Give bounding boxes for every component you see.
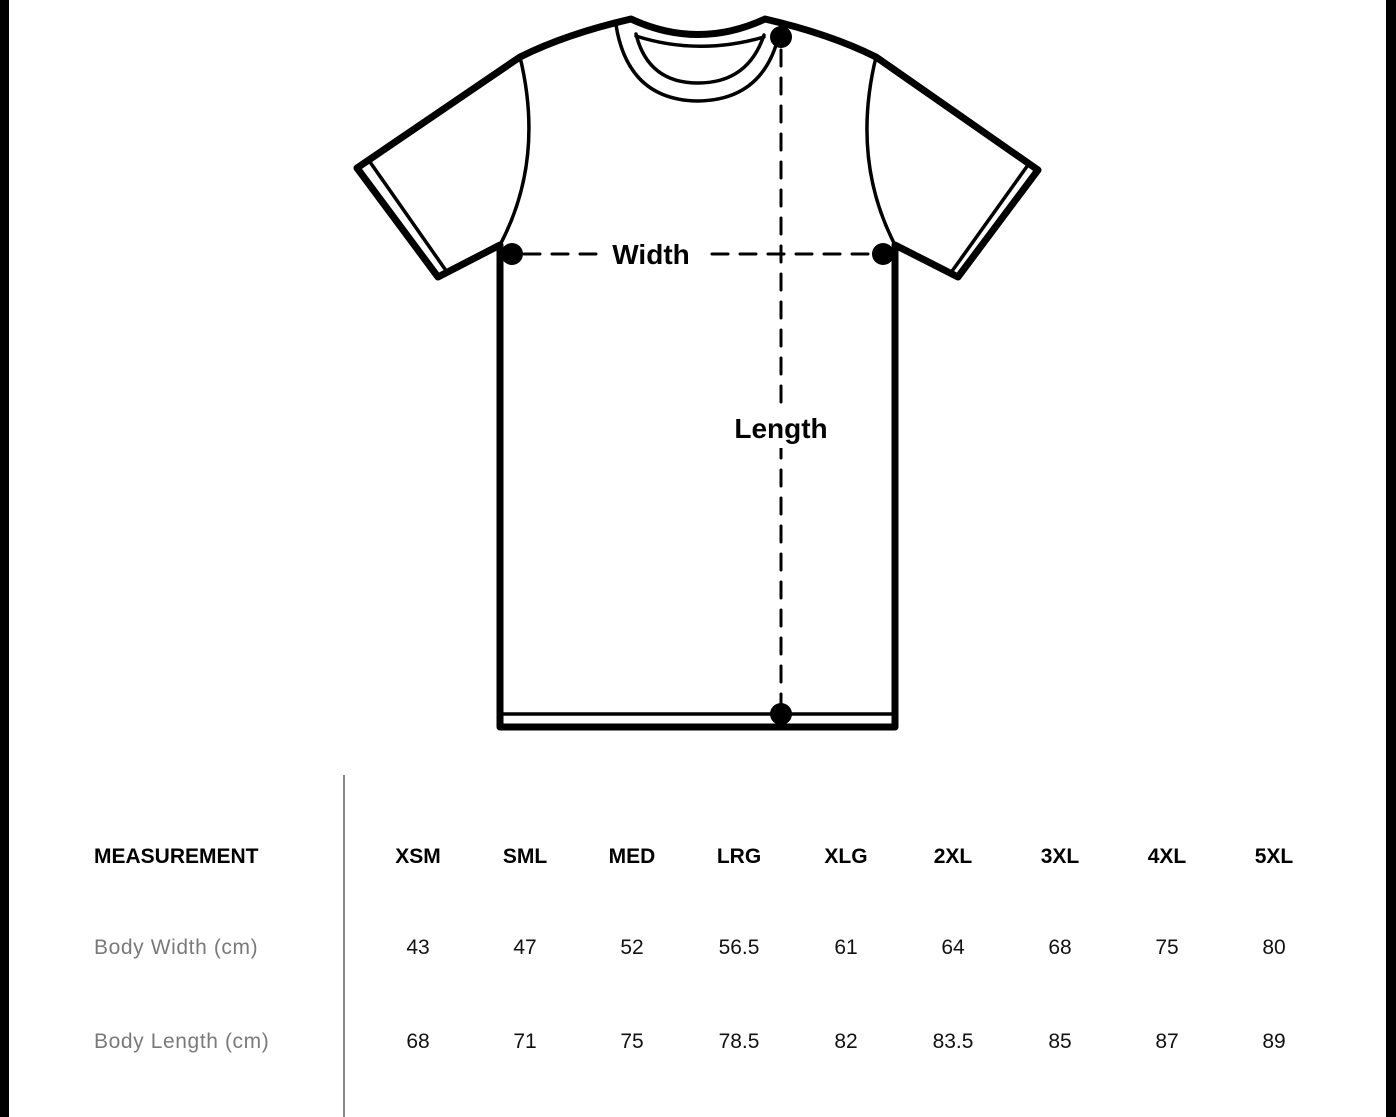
- table-cell: 71: [513, 1030, 537, 1053]
- right-border: [1386, 0, 1396, 1117]
- right-armhole: [865, 55, 897, 247]
- table-cell: 87: [1155, 1030, 1179, 1053]
- table-cell: 82: [834, 1030, 858, 1053]
- tshirt-diagram: Width Length: [353, 15, 1042, 731]
- table-cell: 83.5: [932, 1030, 974, 1053]
- table-divider: [343, 775, 345, 1117]
- table-cell: 75: [1155, 936, 1179, 959]
- hem-point-dot: [770, 703, 792, 725]
- size-header: XSM: [395, 845, 441, 868]
- size-header: 4XL: [1147, 845, 1187, 868]
- width-label: Width: [612, 239, 690, 270]
- table-cell: 64: [941, 936, 965, 959]
- collar-inner: [634, 32, 766, 85]
- size-header: 5XL: [1254, 845, 1294, 868]
- length-label: Length: [734, 413, 827, 444]
- table-cell: 68: [1048, 936, 1072, 959]
- size-header: 3XL: [1040, 845, 1080, 868]
- size-header: MED: [608, 845, 656, 868]
- collar-outer: [614, 23, 783, 103]
- table-cell: 85: [1048, 1030, 1072, 1053]
- row-label-body-width: Body Width (cm): [94, 936, 259, 959]
- table-cell: 56.5: [718, 936, 760, 959]
- shoulder-point-dot: [770, 26, 792, 48]
- table-cell: 75: [620, 1030, 644, 1053]
- collar-back: [634, 34, 766, 48]
- size-header: SML: [502, 845, 548, 868]
- table-cell: 47: [513, 936, 537, 959]
- table-cell: 52: [620, 936, 644, 959]
- table-cell: 68: [406, 1030, 430, 1053]
- shirt-outline: [353, 15, 1042, 731]
- table-cell: 61: [834, 936, 858, 959]
- row-label-body-length: Body Length (cm): [94, 1030, 270, 1053]
- right-armpit-dot: [872, 243, 894, 265]
- table-cell: 78.5: [718, 1030, 760, 1053]
- table-cell: 80: [1262, 936, 1286, 959]
- size-header: 2XL: [933, 845, 973, 868]
- size-header: LRG: [716, 845, 762, 868]
- left-sleeve-hem: [368, 160, 449, 274]
- right-sleeve-hem: [948, 163, 1030, 276]
- left-border: [0, 0, 9, 1117]
- table-cell: 89: [1262, 1030, 1286, 1053]
- size-header: XLG: [824, 845, 868, 868]
- table-cell: 43: [406, 936, 430, 959]
- left-armpit-dot: [501, 243, 523, 265]
- measurement-header: MEASUREMENT: [94, 845, 259, 868]
- left-armhole: [498, 55, 531, 247]
